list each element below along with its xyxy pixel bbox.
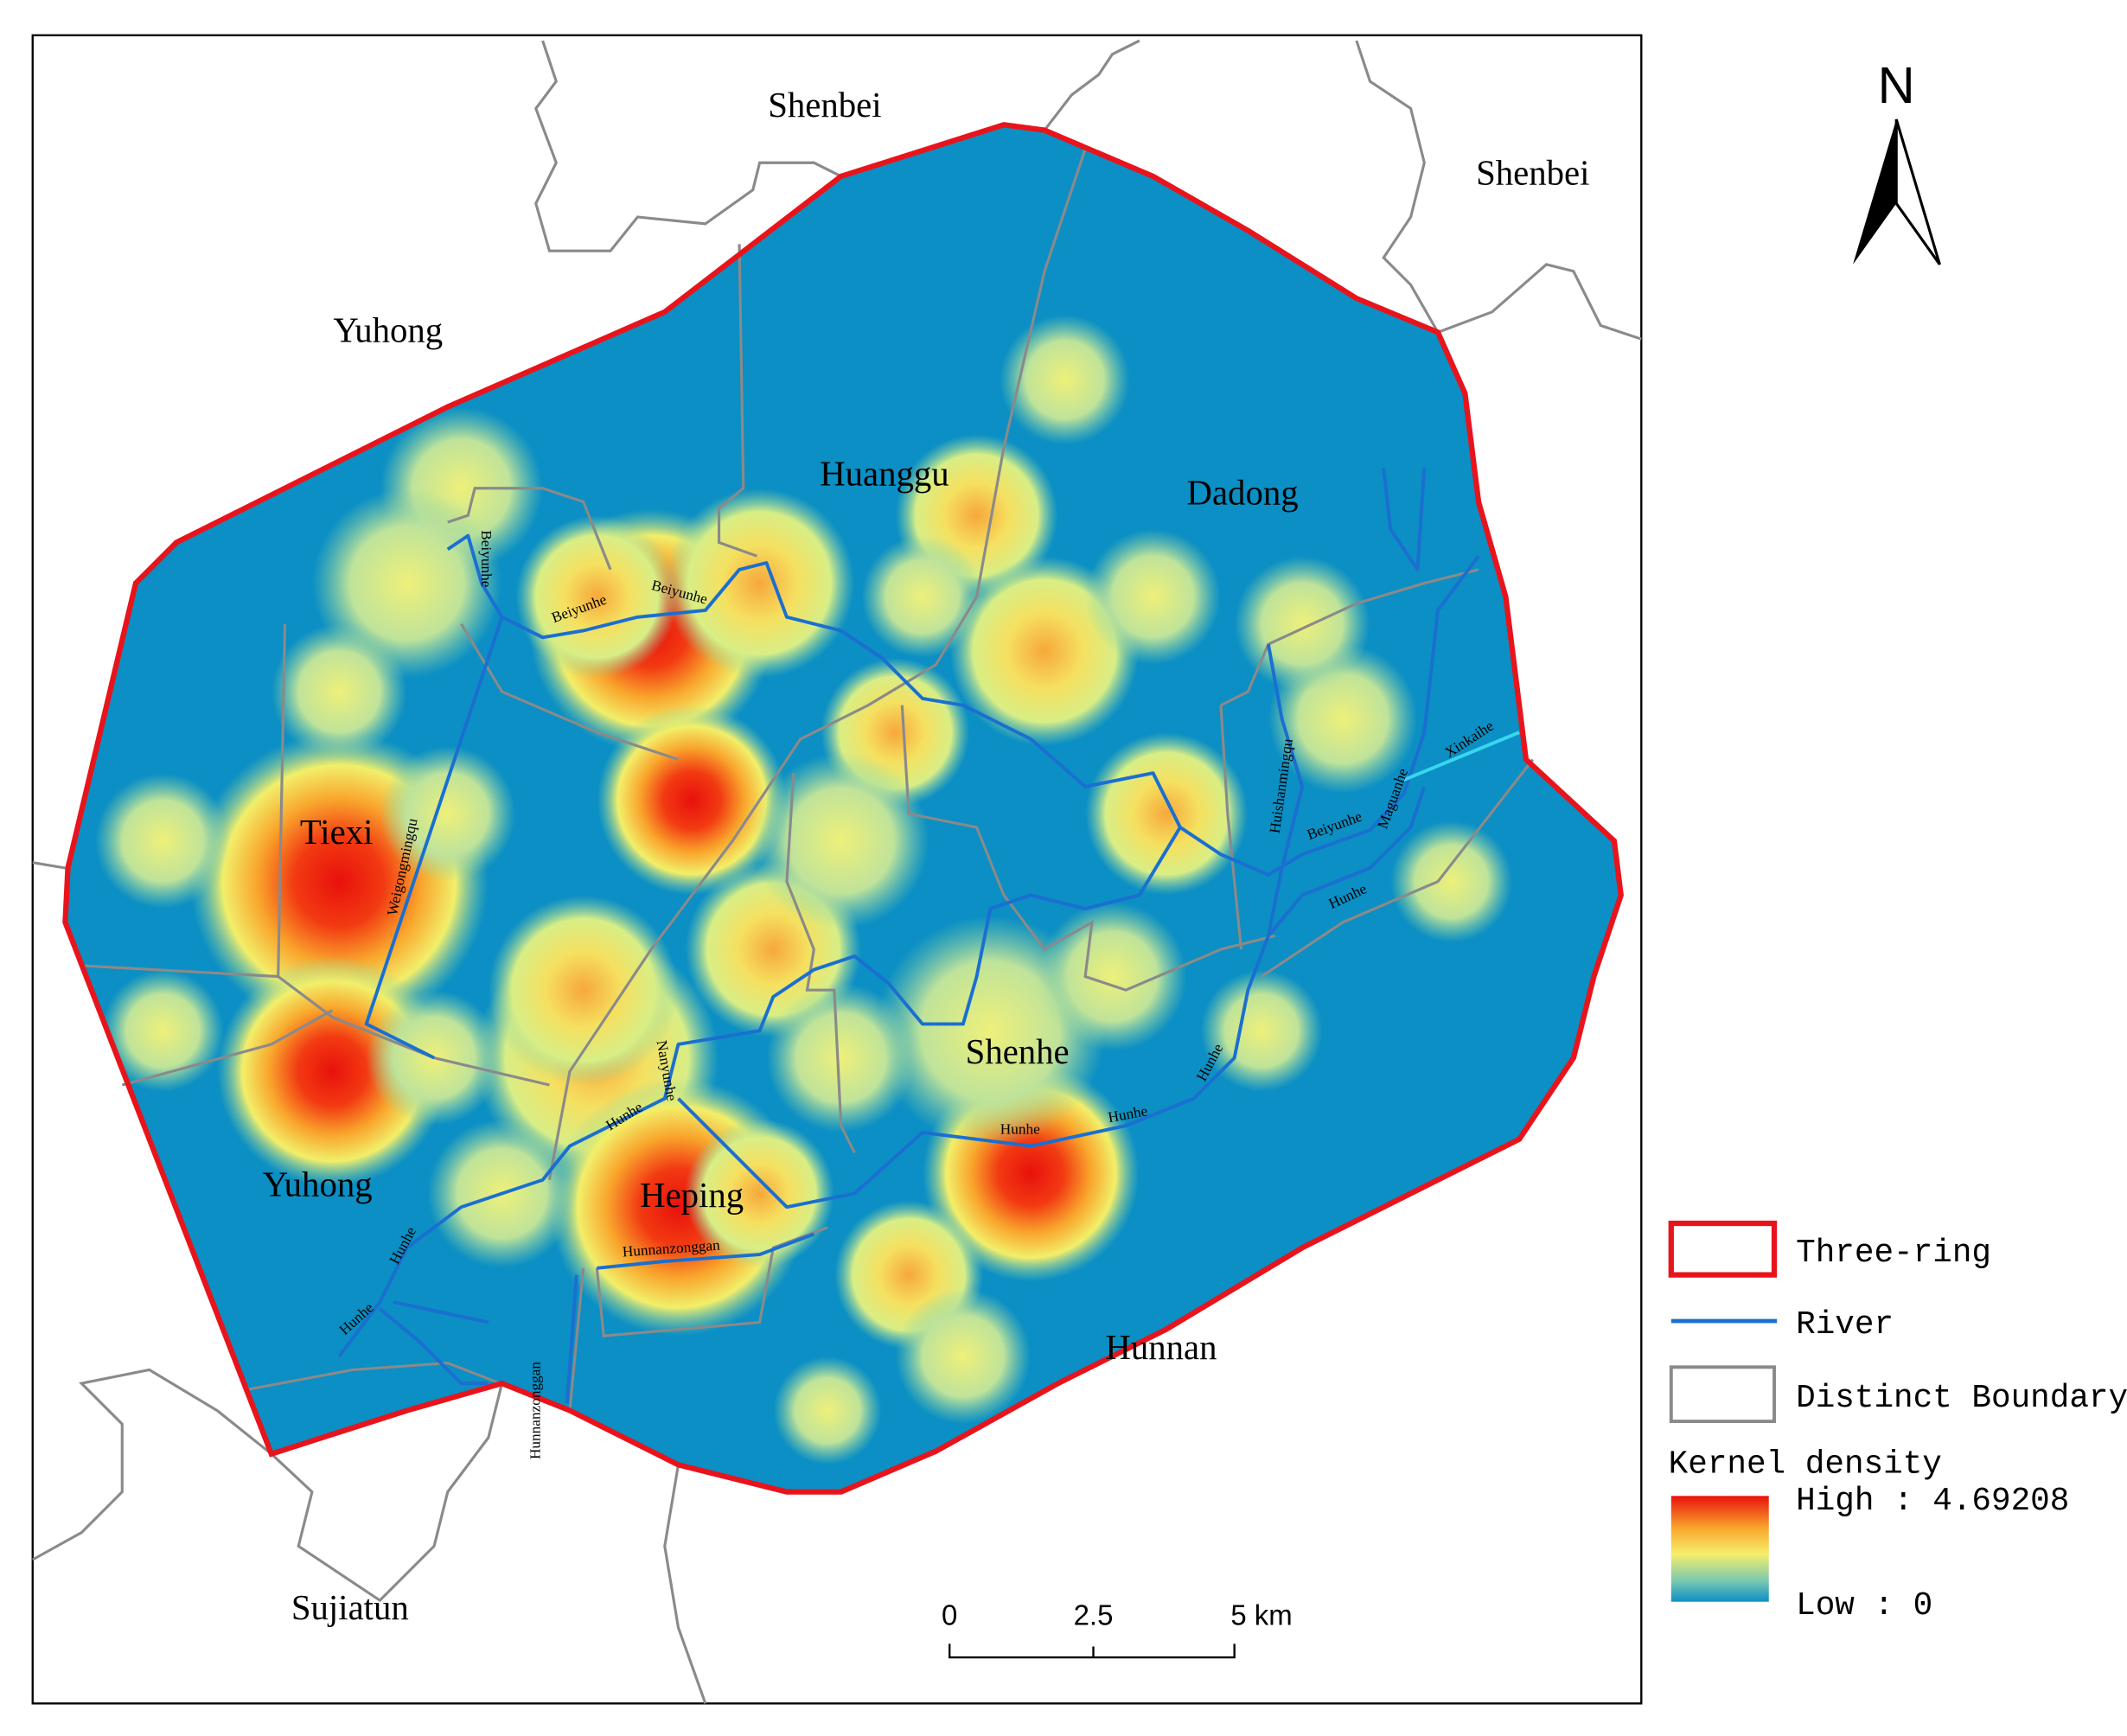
district-label: Yuhong <box>263 1165 373 1204</box>
density-blob <box>380 745 516 882</box>
river-label: Hunnanzonggan <box>527 1362 543 1459</box>
boundary <box>31 1368 272 1561</box>
density-surface <box>65 124 1621 1492</box>
legend-label: Distinct Boundary <box>1796 1381 2127 1417</box>
legend-title: Kernel density <box>1669 1447 1942 1484</box>
boundary <box>533 40 842 252</box>
map-frame <box>31 34 1643 1705</box>
density-blob <box>664 488 855 679</box>
legend-ramp <box>1670 1496 1769 1602</box>
district-label: Heping <box>640 1176 744 1215</box>
density-blob <box>1234 556 1370 692</box>
density-blob <box>515 515 679 679</box>
outer-boundaries <box>31 39 1642 1704</box>
boundary <box>1220 568 1479 707</box>
scale-line <box>949 1643 1236 1659</box>
district-label: Tiexi <box>300 813 374 852</box>
boundary <box>81 964 278 979</box>
district-label: Shenbei <box>768 86 881 124</box>
boundary <box>568 1267 585 1411</box>
density-blob <box>766 983 917 1133</box>
river-label: Hunhe <box>1000 1120 1040 1137</box>
arrow-right <box>1894 118 1941 265</box>
boundary <box>32 861 66 870</box>
boundary <box>1043 39 1140 131</box>
density-blob <box>1000 314 1130 445</box>
density-blob <box>488 895 679 1085</box>
boundary <box>785 773 856 1154</box>
district-label: Sujiatun <box>291 1588 409 1627</box>
river <box>379 1300 489 1386</box>
density-blob <box>773 1356 882 1465</box>
river <box>565 1274 578 1404</box>
river <box>1382 468 1427 571</box>
scale-label: 5 km <box>1230 1599 1292 1631</box>
density-blob <box>1085 528 1221 665</box>
legend-low: Low : 0 <box>1796 1588 1932 1624</box>
boundary <box>1261 758 1535 978</box>
district-label: Shenhe <box>966 1032 1070 1071</box>
scale-label: 0 <box>942 1599 957 1631</box>
density-blob <box>1085 732 1249 896</box>
river <box>1403 731 1520 782</box>
river <box>1266 643 1305 936</box>
boundary <box>460 622 679 761</box>
boundary <box>1355 40 1642 341</box>
density-blob <box>685 1119 834 1268</box>
river <box>364 616 504 1060</box>
boundary <box>277 623 550 1087</box>
district-label: Hunnan <box>1105 1328 1217 1367</box>
scale-label: 2.5 <box>1074 1599 1114 1631</box>
density-blob <box>895 1288 1032 1425</box>
legend-swatch-boundary <box>1669 1365 1776 1424</box>
boundary <box>717 244 757 558</box>
north-label: N <box>1878 56 1915 114</box>
district-label: Huanggu <box>820 455 949 494</box>
boundary <box>900 705 1276 992</box>
district-label: Yuhong <box>333 310 443 349</box>
boundary <box>447 487 612 571</box>
river <box>677 786 1427 1209</box>
legend: Three-ring River Distinct Boundary Kerne… <box>1668 1220 2127 1624</box>
river <box>597 1232 815 1270</box>
boundary <box>663 1464 707 1704</box>
density-blob <box>1038 902 1187 1051</box>
density-blob <box>101 969 224 1092</box>
legend-high: High : 4.69208 <box>1796 1484 2069 1520</box>
legend-swatch-ring <box>1668 1220 1778 1278</box>
density-blob <box>94 773 231 909</box>
district-label: Shenbei <box>1476 153 1589 192</box>
river <box>337 826 1182 1357</box>
legend-label: River <box>1796 1307 1894 1343</box>
density-blob <box>271 623 407 760</box>
density-blob <box>1390 820 1513 943</box>
density-blob <box>752 752 929 929</box>
legend-label: Three-ring <box>1796 1235 1991 1272</box>
boundary <box>1219 705 1243 950</box>
river <box>446 533 1480 877</box>
district-boundaries <box>81 149 1535 1412</box>
boundary <box>121 1009 334 1087</box>
boundary <box>270 1382 504 1603</box>
density-blob <box>861 535 984 658</box>
density-blob <box>597 705 787 896</box>
boundary <box>547 149 1087 1181</box>
rivers <box>337 468 1520 1404</box>
river-label: Beiyunhe <box>478 530 495 587</box>
district-label: Dadong <box>1187 474 1299 513</box>
scale-bar: 0 2.5 5 km <box>942 1599 1293 1659</box>
